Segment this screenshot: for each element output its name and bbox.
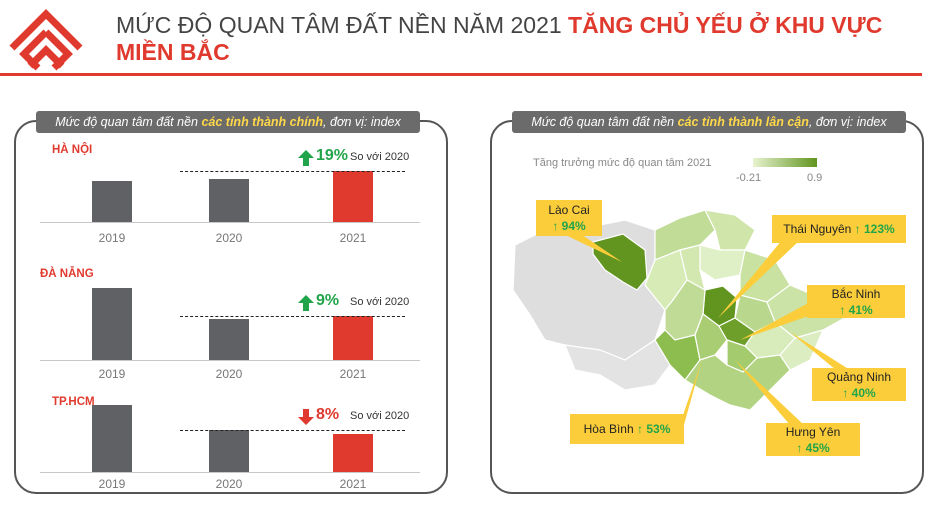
bar-2019 <box>92 288 132 360</box>
callout-value: ↑ 45% <box>796 441 830 455</box>
callout-hung-yen: Hưng Yên ↑ 45% <box>766 423 860 456</box>
bar-2021 <box>333 434 373 472</box>
header-text: Mức độ quan tâm đất nền <box>531 115 678 129</box>
year-label: 2020 <box>215 367 243 381</box>
city-label: ĐÀ NẴNG <box>40 268 94 280</box>
bar-2019 <box>92 181 132 222</box>
bar-2020 <box>209 430 249 472</box>
header-unit: , đơn vị: index <box>808 115 887 129</box>
callout-label: Lào Cai <box>548 203 590 217</box>
legend-gradient <box>753 158 817 167</box>
baseline <box>40 222 420 223</box>
callout-value: ↑ 94% <box>552 219 586 233</box>
change-percent: 8% <box>316 406 340 423</box>
callout-label: Thái Nguyên <box>783 222 852 236</box>
year-label: 2019 <box>98 477 126 491</box>
callout-value: ↑ 123% <box>854 222 895 236</box>
callout-value: ↑ 53% <box>637 422 671 436</box>
year-label: 2021 <box>339 367 367 381</box>
callout-quang-ninh: Quảng Ninh ↑ 40% <box>812 368 906 401</box>
reference-line <box>180 171 405 172</box>
title-bold-line1: TĂNG CHỦ YẾU Ở KHU VỰC <box>568 12 883 38</box>
arrow-down-icon <box>298 409 314 425</box>
header-highlight: các tỉnh thành lân cận <box>677 115 809 129</box>
callout-lao-cai: Lào Cai ↑ 94% <box>536 200 602 236</box>
header-highlight: các tỉnh thành chính <box>201 115 324 129</box>
callout-label: Hòa Bình <box>583 422 634 436</box>
baseline <box>40 472 420 473</box>
callout-label: Quảng Ninh <box>826 370 892 384</box>
legend-title: Tăng trưởng mức độ quan tâm 2021 <box>533 157 712 169</box>
year-label: 2020 <box>215 477 243 491</box>
arrow-up-icon <box>298 295 314 311</box>
map-region-northwest <box>512 219 666 366</box>
bar-2021 <box>333 316 373 360</box>
legend-max: 0.9 <box>807 172 823 184</box>
header-unit: , đơn vị: index <box>323 115 401 129</box>
legend-min: -0.21 <box>736 172 762 184</box>
year-label: 2019 <box>98 231 126 245</box>
map-region-bac-kan <box>699 244 746 281</box>
year-label: 2019 <box>98 367 126 381</box>
page-title: MỨC ĐỘ QUAN TÂM ĐẤT NỀN NĂM 2021 TĂNG CH… <box>116 12 882 66</box>
year-label: 2021 <box>339 477 367 491</box>
house-logo-icon <box>9 9 83 71</box>
year-label: 2020 <box>215 231 243 245</box>
year-label: 2021 <box>339 231 367 245</box>
compare-label: So với 2020 <box>350 296 410 308</box>
bar-2020 <box>209 179 249 222</box>
arrow-up-icon <box>298 150 314 166</box>
title-normal: MỨC ĐỘ QUAN TÂM ĐẤT NỀN NĂM 2021 <box>116 12 562 38</box>
callout-value: ↑ 40% <box>842 386 876 400</box>
title-bold-line2: MIỀN BẮC <box>116 39 230 65</box>
change-percent: 19% <box>316 147 349 164</box>
reference-line <box>180 316 405 317</box>
compare-label: So với 2020 <box>350 410 410 422</box>
map-region-tuyen-quang <box>679 244 706 292</box>
callout-bac-ninh: Bắc Ninh ↑ 41% <box>807 285 905 318</box>
callout-thai-nguyen: Thái Nguyên ↑ 123% <box>772 215 906 243</box>
reference-line <box>180 430 405 431</box>
callout-label: Hưng Yên <box>785 425 841 439</box>
header-text: Mức độ quan tâm đất nền <box>55 115 202 129</box>
callout-hoa-binh: Hòa Bình ↑ 53% <box>570 414 684 444</box>
city-label: TP.HCM <box>52 396 95 408</box>
bar-2019 <box>92 405 132 472</box>
city-label: HÀ NỘI <box>52 144 93 156</box>
change-percent: 9% <box>316 292 340 309</box>
callout-value: ↑ 41% <box>839 303 873 317</box>
callout-label: Bắc Ninh <box>831 287 881 301</box>
title-divider <box>0 73 922 76</box>
baseline <box>40 360 420 361</box>
bar-2021 <box>333 171 373 222</box>
main-cities-header: Mức độ quan tâm đất nền các tỉnh thành c… <box>36 111 420 133</box>
neighbor-provinces-header: Mức độ quan tâm đất nền các tỉnh thành l… <box>512 111 906 133</box>
map-region-west <box>564 339 671 391</box>
bar-2020 <box>209 319 249 360</box>
compare-label: So với 2020 <box>350 151 410 163</box>
